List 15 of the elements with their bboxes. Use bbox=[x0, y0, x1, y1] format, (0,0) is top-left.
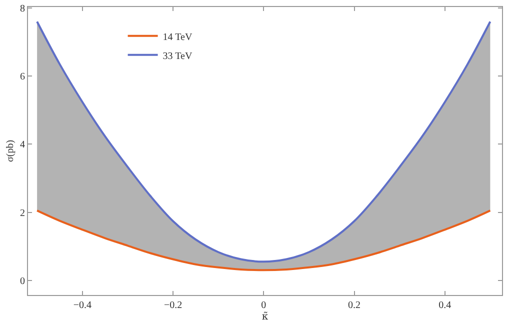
x-tick-label: 0.4 bbox=[438, 300, 452, 311]
x-tick-label: −0.4 bbox=[73, 300, 92, 311]
x-tick-label: 0.2 bbox=[348, 300, 361, 311]
y-tick-label: 2 bbox=[20, 208, 25, 219]
x-tick-label: −0.2 bbox=[164, 300, 182, 311]
y-axis-title: σ(pb) bbox=[5, 140, 16, 162]
y-tick-label: 8 bbox=[20, 4, 25, 15]
legend-label: 14 TeV bbox=[162, 32, 193, 43]
y-tick-label: 6 bbox=[20, 72, 25, 83]
y-tick-label: 4 bbox=[20, 140, 25, 151]
line-series bbox=[36, 210, 492, 272]
y-tick-label: 0 bbox=[20, 276, 25, 287]
x-axis-title: κ̃ bbox=[262, 312, 269, 322]
x-tick-label: 0 bbox=[261, 300, 266, 311]
legend-label: 33 TeV bbox=[162, 50, 193, 62]
